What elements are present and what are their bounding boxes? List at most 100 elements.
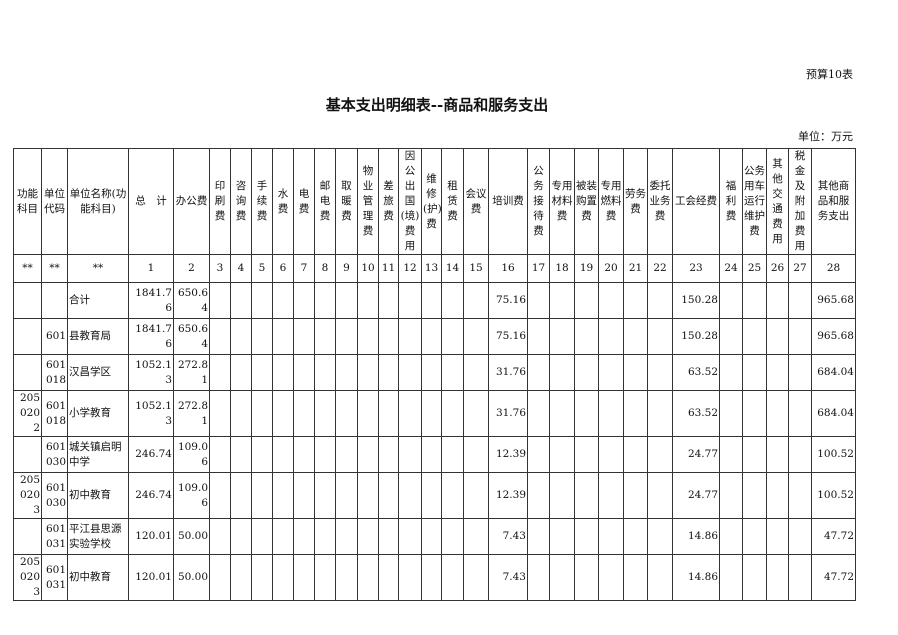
empty-cell	[647, 472, 673, 519]
empty-cell	[623, 282, 648, 319]
total-cell: 1052.13	[128, 354, 174, 391]
empty-cell	[421, 436, 442, 473]
empty-cell	[719, 518, 743, 555]
unit-name-cell: 汉昌学区	[67, 354, 129, 391]
empty-cell	[209, 354, 231, 391]
empty-cell	[598, 354, 624, 391]
empty-cell	[788, 436, 812, 473]
unit-name-cell: 初中教育	[67, 554, 129, 601]
empty-cell	[574, 436, 599, 473]
empty-cell	[314, 436, 336, 473]
empty-cell	[441, 436, 464, 473]
empty-cell	[378, 554, 399, 601]
column-number: 12	[398, 254, 422, 283]
other-cell: 100.52	[811, 436, 856, 473]
table-row: 2050203 601031 初中教育 120.01 50.00 7.43 14.86 47.…	[13, 554, 856, 601]
column-number: 25	[742, 254, 767, 283]
empty-cell	[335, 554, 358, 601]
table-row: 601031 平江县思源实验学校 120.01 50.00 7.43 14.86 47.72	[13, 518, 856, 555]
column-header: 水费	[272, 148, 294, 255]
column-header: 劳务费	[623, 148, 648, 255]
empty-cell	[719, 472, 743, 519]
empty-cell	[742, 318, 767, 355]
empty-cell	[230, 282, 252, 319]
column-header: 福利费	[719, 148, 743, 255]
empty-cell	[293, 390, 315, 437]
column-header: 功能科目	[13, 148, 42, 255]
column-header: 单位名称(功能科目)	[67, 148, 129, 255]
empty-cell	[357, 390, 379, 437]
unit-code-cell: 601030	[41, 472, 68, 519]
column-header: 专用燃料费	[598, 148, 624, 255]
empty-cell	[574, 354, 599, 391]
other-cell: 47.72	[811, 518, 856, 555]
column-number: 17	[527, 254, 550, 283]
empty-cell	[335, 318, 358, 355]
column-number: 23	[672, 254, 720, 283]
other-cell: 684.04	[811, 354, 856, 391]
empty-cell	[335, 518, 358, 555]
empty-cell	[398, 282, 422, 319]
empty-cell	[463, 472, 489, 519]
training-cell: 75.16	[488, 282, 528, 319]
empty-cell	[230, 518, 252, 555]
empty-cell	[398, 318, 422, 355]
function-code-cell: 2050203	[13, 554, 42, 601]
column-number: 4	[230, 254, 252, 283]
column-number-row: ** ** ** 1 2 3 4 5 6 7 8 9 10 11 12 13 14 15 16 17 18 19 20 21 2…	[13, 254, 856, 283]
column-number: 2	[173, 254, 210, 283]
empty-cell	[293, 282, 315, 319]
column-number: 18	[549, 254, 575, 283]
empty-cell	[314, 354, 336, 391]
empty-cell	[251, 436, 273, 473]
column-header: 其他商品和服务支出	[811, 148, 856, 255]
empty-cell	[623, 518, 648, 555]
column-header: 专用材料费	[549, 148, 575, 255]
empty-cell	[598, 554, 624, 601]
empty-cell	[574, 518, 599, 555]
empty-cell	[766, 436, 789, 473]
empty-cell	[421, 554, 442, 601]
empty-cell	[549, 282, 575, 319]
empty-cell	[209, 554, 231, 601]
column-header: 被装购置费	[574, 148, 599, 255]
empty-cell	[272, 354, 294, 391]
column-number: 15	[463, 254, 489, 283]
empty-cell	[742, 354, 767, 391]
column-number: 14	[441, 254, 464, 283]
empty-cell	[574, 390, 599, 437]
empty-cell	[335, 354, 358, 391]
empty-cell	[251, 354, 273, 391]
empty-cell	[441, 390, 464, 437]
empty-cell	[314, 318, 336, 355]
empty-cell	[230, 472, 252, 519]
empty-cell	[357, 518, 379, 555]
empty-cell	[441, 472, 464, 519]
empty-cell	[378, 318, 399, 355]
column-number: 13	[421, 254, 442, 283]
office-cell: 272.81	[173, 390, 210, 437]
empty-cell	[647, 436, 673, 473]
office-cell: 50.00	[173, 518, 210, 555]
empty-cell	[272, 554, 294, 601]
empty-cell	[357, 318, 379, 355]
empty-cell	[549, 318, 575, 355]
empty-cell	[293, 354, 315, 391]
empty-cell	[293, 554, 315, 601]
unit-code-cell: 601031	[41, 518, 68, 555]
empty-cell	[398, 354, 422, 391]
empty-cell	[463, 390, 489, 437]
column-header: 公务用车运行维护费	[742, 148, 767, 255]
office-cell: 109.06	[173, 472, 210, 519]
empty-cell	[623, 318, 648, 355]
empty-cell	[357, 282, 379, 319]
empty-cell	[272, 472, 294, 519]
empty-cell	[463, 318, 489, 355]
training-cell: 75.16	[488, 318, 528, 355]
empty-cell	[230, 554, 252, 601]
column-number: 5	[251, 254, 273, 283]
column-number: **	[41, 254, 68, 283]
empty-cell	[788, 282, 812, 319]
office-cell: 272.81	[173, 354, 210, 391]
empty-cell	[378, 436, 399, 473]
